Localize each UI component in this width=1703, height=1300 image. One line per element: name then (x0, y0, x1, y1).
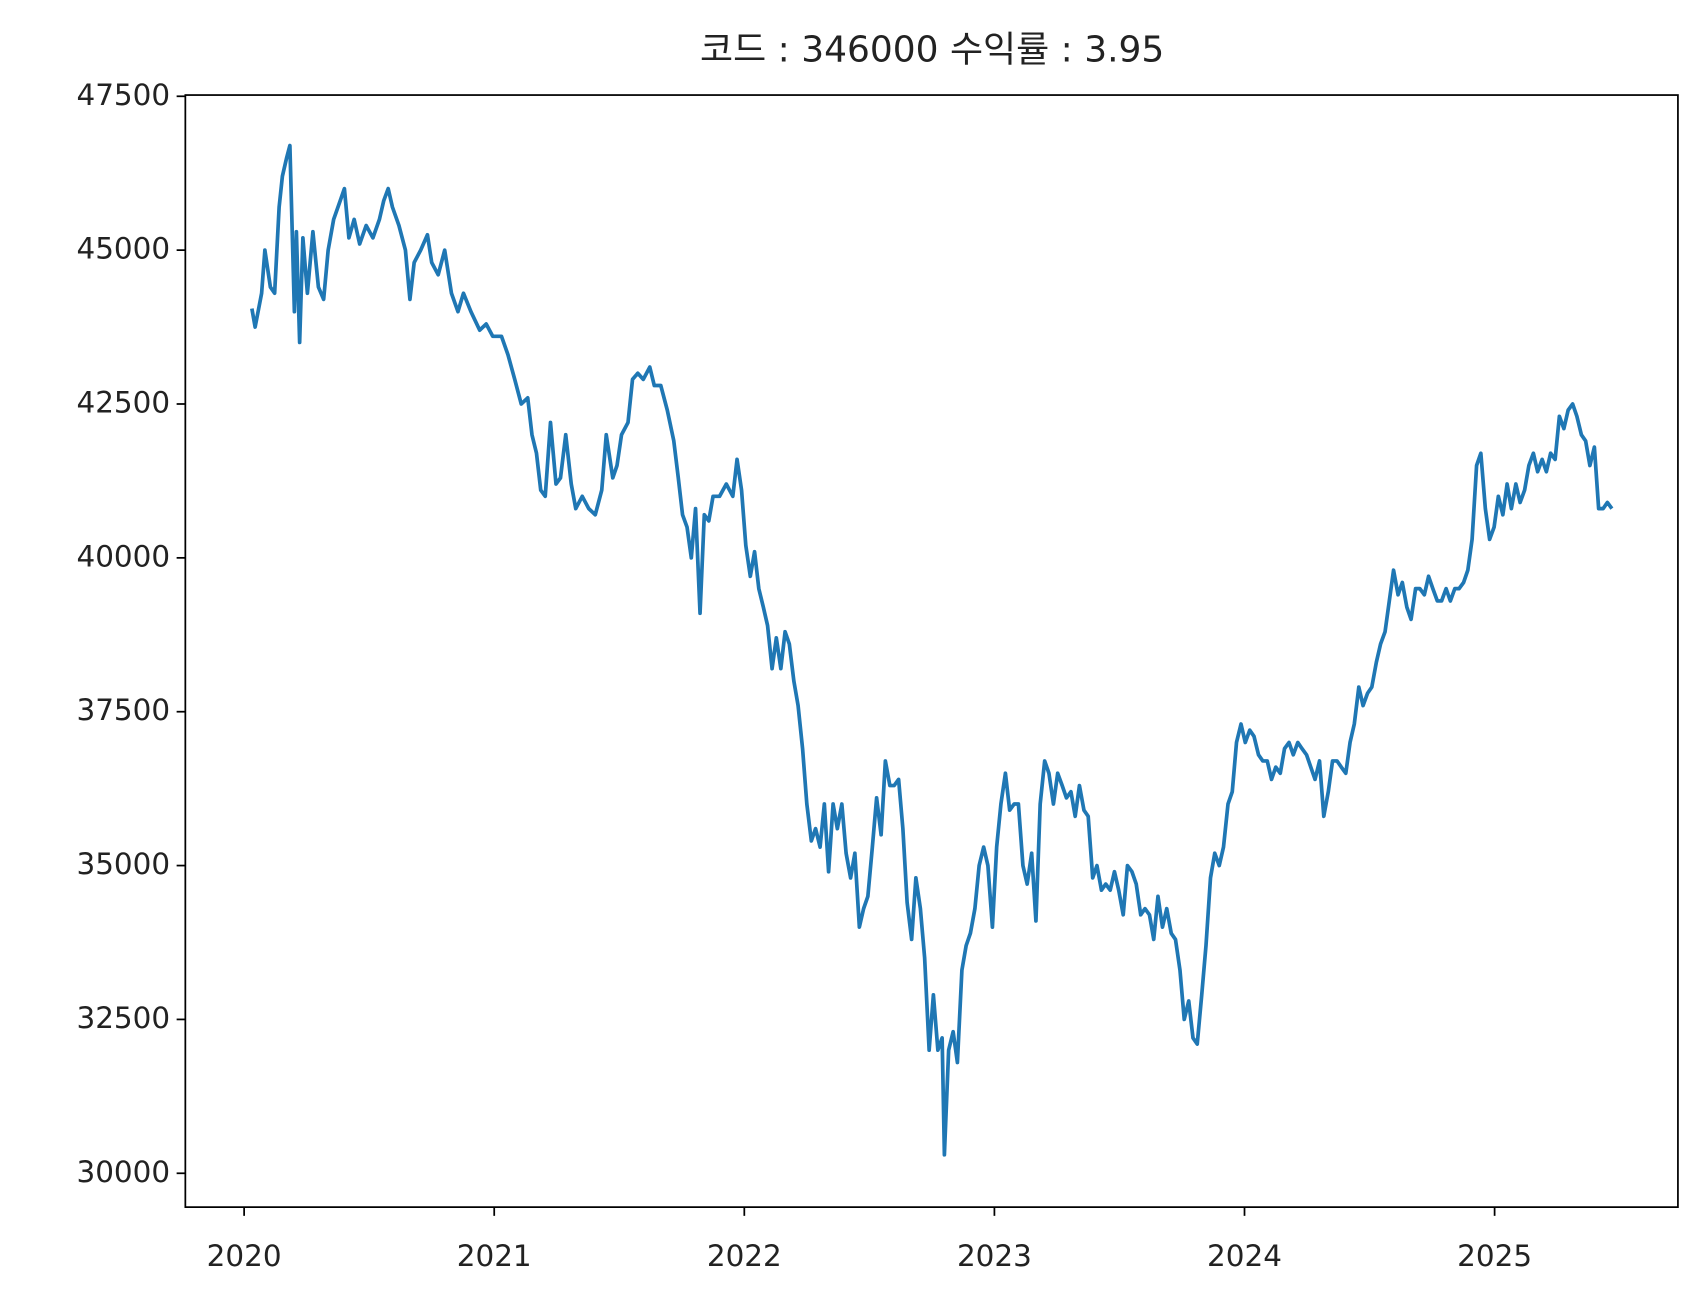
y-tick-label: 35000 (76, 847, 170, 881)
axes-frame (184, 94, 1679, 1208)
chart-title: 코드 : 346000 수익률 : 3.95 (700, 29, 1164, 70)
x-tick-label: 2025 (1457, 1239, 1532, 1273)
y-tick-label: 42500 (76, 385, 170, 419)
x-tick-label: 2023 (957, 1239, 1032, 1273)
x-tick-label: 2020 (207, 1239, 282, 1273)
y-tick-label: 37500 (76, 693, 170, 727)
y-tick-label: 45000 (76, 232, 170, 266)
y-tick-label: 30000 (76, 1155, 170, 1189)
y-tick-label: 40000 (76, 539, 170, 573)
plot-area (250, 143, 1614, 1157)
x-tick-label: 2021 (457, 1239, 532, 1273)
y-tick-label: 32500 (76, 1001, 170, 1035)
price-line (250, 143, 1614, 1157)
x-tick-label: 2022 (707, 1239, 782, 1273)
y-tick-label: 47500 (76, 78, 170, 112)
x-tick-label: 2024 (1207, 1239, 1282, 1273)
